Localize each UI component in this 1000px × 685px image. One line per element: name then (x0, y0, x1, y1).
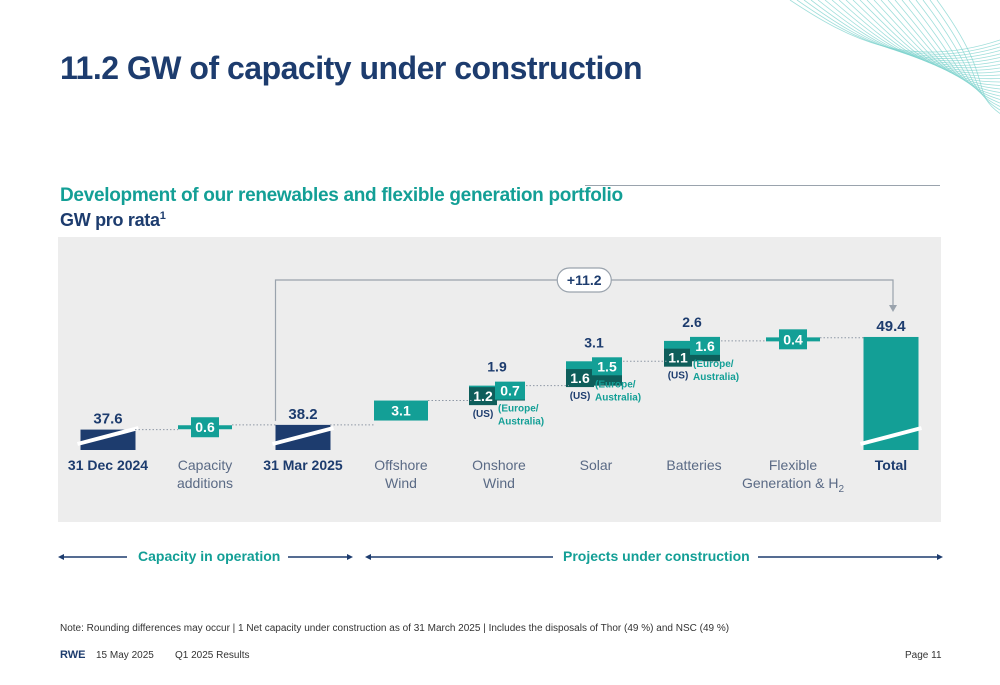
subtitle-divider (585, 185, 940, 186)
category-label-flexible-generation-h2: Flexible Generation & H2 (742, 457, 845, 495)
wave-line (880, 0, 1000, 86)
wave-line (894, 0, 1000, 93)
wave-line (838, 0, 1000, 69)
chart-background (58, 237, 941, 522)
wave-line (915, 0, 1000, 104)
badge-batteries-europe-australia (690, 336, 720, 355)
wave-line (845, 0, 1000, 71)
phase-arrows (58, 554, 943, 560)
badge-solar-us (566, 369, 594, 388)
region-label-solar-us: (US) (570, 391, 591, 402)
value-label-solar: 3.1 (584, 334, 604, 350)
growth-bracket-pill (556, 267, 612, 293)
region-label-solar-europe-australia: (Europe/Australia) (595, 379, 641, 403)
value-label-flexible-generation-h2: 0.4 (783, 331, 803, 347)
bar-31-dec-2024 (80, 429, 136, 450)
category-label-solar: Solar (580, 457, 613, 473)
region-label-onshore-wind-us: (US) (473, 409, 494, 420)
value-label-solar-europe-australia: 1.5 (597, 358, 617, 374)
wave-line (873, 0, 1000, 83)
brand-logo: RWE (60, 649, 86, 661)
wave-line (936, 0, 1000, 114)
chart-subtitle: Development of our renewables and flexib… (60, 185, 623, 206)
axis-break-31-dec-2024 (76, 426, 140, 446)
waterfall-chart: 31 Dec 2024 Capacity additions 31 Mar 2025 O… (68, 267, 923, 495)
value-label-31-dec-2024: 37.6 (93, 411, 122, 428)
badge-capacity-additions (191, 417, 219, 438)
footer-page: Page 11 (905, 650, 942, 661)
category-label-onshore-wind: Onshore Wind (472, 457, 526, 491)
axis-break-total (859, 426, 923, 446)
value-label-onshore-wind-us: 1.2 (473, 388, 493, 404)
wave-line (866, 0, 1000, 80)
value-label-batteries: 2.6 (682, 314, 702, 330)
value-label-solar-us: 1.6 (570, 370, 590, 386)
wave-line (796, 0, 1000, 55)
growth-bracket-label: +11.2 (567, 272, 602, 288)
unit-label-text: GW pro rata (60, 210, 160, 230)
phase-label-operation: Capacity in operation (130, 548, 289, 564)
wave-line (901, 0, 1000, 97)
badge-onshore-wind-us (469, 387, 497, 406)
page-title: 11.2 GW of capacity under construction (60, 50, 643, 86)
wave-line (852, 0, 1000, 74)
region-label-batteries-europe-australia: (Europe/Australia) (693, 359, 739, 383)
value-label-onshore-wind: 1.9 (487, 359, 507, 375)
category-label-batteries: Batteries (666, 457, 721, 473)
footnote: Note: Rounding differences may occur | 1… (60, 623, 730, 634)
value-label-batteries-us: 1.1 (668, 350, 688, 366)
value-label-capacity-additions: 0.6 (195, 419, 215, 435)
badge-solar-europe-australia (592, 357, 622, 376)
decorative-wave-lines (789, 0, 1000, 114)
category-label-capacity-additions: Capacity additions (177, 457, 233, 491)
category-label-31-dec-2024: 31 Dec 2024 (68, 457, 148, 473)
value-label-offshore-wind: 3.1 (391, 403, 411, 419)
bar-offshore-wind (374, 400, 428, 421)
unit-footnote-marker: 1 (159, 210, 166, 222)
wave-line (859, 0, 1000, 77)
axis-break-31-mar-2025 (271, 426, 335, 446)
region-label-batteries-us: (US) (668, 371, 689, 382)
footer-date: 15 May 2025 (96, 650, 154, 661)
category-label-offshore-wind: Offshore Wind (374, 457, 428, 491)
wave-line (929, 0, 1000, 111)
value-label-onshore-wind-europe-australia: 0.7 (500, 383, 520, 399)
region-label-onshore-wind-europe-australia: (Europe/Australia) (498, 404, 544, 428)
wave-line (908, 0, 1000, 100)
badge-batteries-us (664, 348, 692, 367)
category-label-31-mar-2025: 31 Mar 2025 (263, 457, 343, 473)
wave-line (922, 0, 1000, 107)
wave-line (887, 0, 1000, 90)
construction-arrow (365, 554, 943, 560)
value-label-batteries-europe-australia: 1.6 (695, 338, 715, 354)
value-label-total: 49.4 (876, 318, 906, 335)
growth-bracket-arrowhead (889, 304, 897, 312)
footer-report: Q1 2025 Results (175, 650, 250, 661)
operation-arrow (58, 554, 353, 560)
value-label-31-mar-2025: 38.2 (288, 406, 317, 423)
phase-label-construction: Projects under construction (555, 548, 758, 564)
unit-label: GW pro rata1 (60, 210, 166, 231)
badge-flexible-generation-h2 (779, 329, 807, 350)
badge-onshore-wind-europe-australia (495, 381, 525, 400)
bar-total (863, 336, 919, 450)
category-label-total: Total (875, 457, 907, 473)
